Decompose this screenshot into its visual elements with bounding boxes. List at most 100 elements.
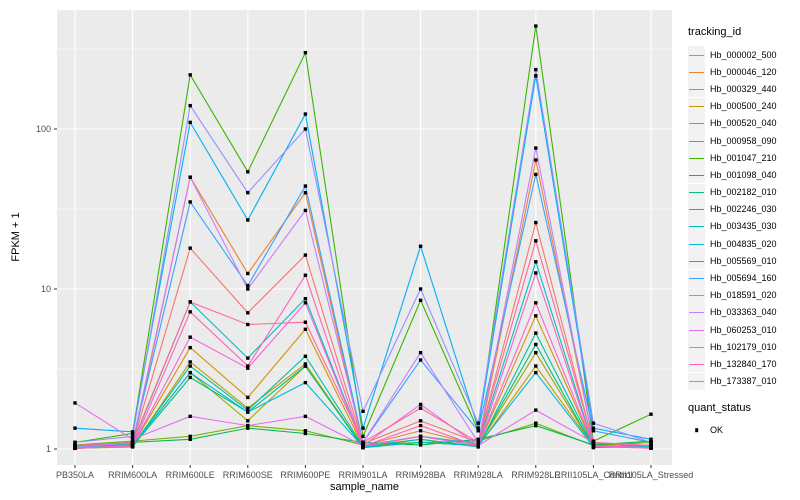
legend-key-swatch	[688, 200, 705, 218]
legend-item-Hb_060253_010: Hb_060253_010	[688, 321, 798, 339]
data-point	[361, 440, 365, 445]
x-tick-label: RRIM901LA	[338, 470, 388, 480]
data-point	[188, 414, 192, 419]
data-point	[246, 218, 250, 222]
data-point	[303, 301, 308, 305]
data-point	[188, 300, 192, 304]
data-point	[418, 434, 423, 439]
legend-item-Hb_018591_020: Hb_018591_020	[688, 286, 798, 304]
legend-item-label: Hb_003435_030	[710, 221, 777, 232]
legend-items: Hb_000002_500 Hb_000046_120 Hb_000329_440 H…	[688, 46, 798, 390]
data-point	[303, 414, 308, 419]
data-point	[73, 426, 77, 430]
legend-line-icon	[689, 88, 704, 90]
data-point	[476, 426, 480, 430]
data-point	[591, 421, 596, 425]
x-tick-label: RRIM600PE	[280, 470, 331, 480]
data-point	[534, 146, 538, 150]
legend-line-icon	[689, 346, 704, 348]
legend-line-icon	[689, 226, 704, 228]
legend-key-swatch	[688, 372, 705, 390]
quant-status-label: OK	[710, 425, 724, 436]
data-point	[534, 260, 538, 264]
legend-key-swatch	[688, 269, 705, 287]
data-point	[534, 67, 538, 72]
legend-item-Hb_132840_170: Hb_132840_170	[688, 355, 798, 373]
legend-key-swatch	[688, 114, 705, 132]
data-point	[303, 112, 308, 116]
legend-line-icon	[689, 157, 704, 159]
legend-key-swatch	[688, 97, 705, 115]
legend-line-icon	[689, 278, 704, 280]
legend-item-Hb_000329_440: Hb_000329_440	[688, 80, 798, 98]
legend-line-icon	[689, 140, 704, 142]
legend-line-icon	[689, 54, 704, 56]
legend-item-Hb_001098_040: Hb_001098_040	[688, 166, 798, 184]
data-point	[188, 360, 192, 364]
data-point	[591, 444, 596, 448]
data-point	[246, 356, 250, 360]
data-point	[534, 172, 538, 177]
data-point	[476, 440, 480, 445]
data-point	[534, 331, 538, 335]
quant-status-legend-items: OK	[688, 421, 798, 439]
data-point	[246, 271, 250, 276]
data-point	[418, 402, 423, 407]
legend-item-label: Hb_000520_040	[710, 118, 777, 129]
x-tick-label: RRIM928BA	[395, 470, 446, 480]
legend-item-Hb_033363_040: Hb_033363_040	[688, 303, 798, 321]
y-tick-label: 100	[35, 124, 51, 134]
x-tick-label: RRIM928LA	[453, 470, 503, 480]
point-marker-icon	[694, 428, 699, 433]
data-point	[418, 298, 423, 302]
legend-line-icon	[689, 192, 704, 194]
data-point	[130, 440, 135, 445]
legend-key-swatch	[688, 286, 705, 304]
data-point	[303, 208, 308, 213]
data-point	[534, 408, 538, 412]
data-point	[418, 358, 423, 362]
data-point	[130, 434, 135, 439]
legend-line-icon	[689, 381, 704, 383]
y-tick-label: 10	[40, 284, 51, 294]
data-point	[534, 158, 538, 162]
data-point	[591, 440, 596, 445]
legend-item-label: Hb_000046_120	[710, 66, 777, 77]
data-point	[476, 421, 480, 425]
legend-item-Hb_005569_010: Hb_005569_010	[688, 252, 798, 270]
legend-key-swatch	[688, 183, 705, 201]
data-point	[649, 443, 653, 448]
x-tick-label: RRIM600LE	[165, 470, 215, 480]
legend-line-icon	[689, 295, 704, 297]
panel-background	[57, 10, 672, 465]
legend-key-swatch	[688, 149, 705, 167]
data-point	[188, 370, 192, 375]
data-point	[303, 429, 308, 433]
legend-key-swatch	[688, 46, 705, 64]
legend-item-label: Hb_000002_500	[710, 49, 777, 60]
legend-line-icon	[689, 106, 704, 108]
data-point	[246, 408, 250, 412]
x-tick-label: RRIM600SE	[222, 470, 273, 480]
data-point	[246, 419, 250, 423]
legend-key-swatch	[688, 338, 705, 356]
legend-item-label: Hb_001047_210	[710, 152, 777, 163]
data-point	[73, 446, 77, 451]
data-point	[303, 190, 308, 195]
data-point	[476, 437, 480, 441]
data-point	[361, 434, 365, 439]
data-point	[303, 362, 308, 366]
data-point	[246, 366, 250, 370]
legend-line-icon	[689, 243, 704, 245]
data-point	[246, 190, 250, 195]
data-point	[246, 311, 250, 315]
quant-status-item: OK	[688, 421, 798, 439]
legend-key-swatch	[688, 132, 705, 150]
legend-item-Hb_003435_030: Hb_003435_030	[688, 217, 798, 235]
data-point	[418, 443, 423, 447]
data-point	[73, 440, 77, 445]
data-point	[188, 120, 192, 125]
legend-item-Hb_002246_030: Hb_002246_030	[688, 200, 798, 218]
data-point	[649, 446, 653, 451]
